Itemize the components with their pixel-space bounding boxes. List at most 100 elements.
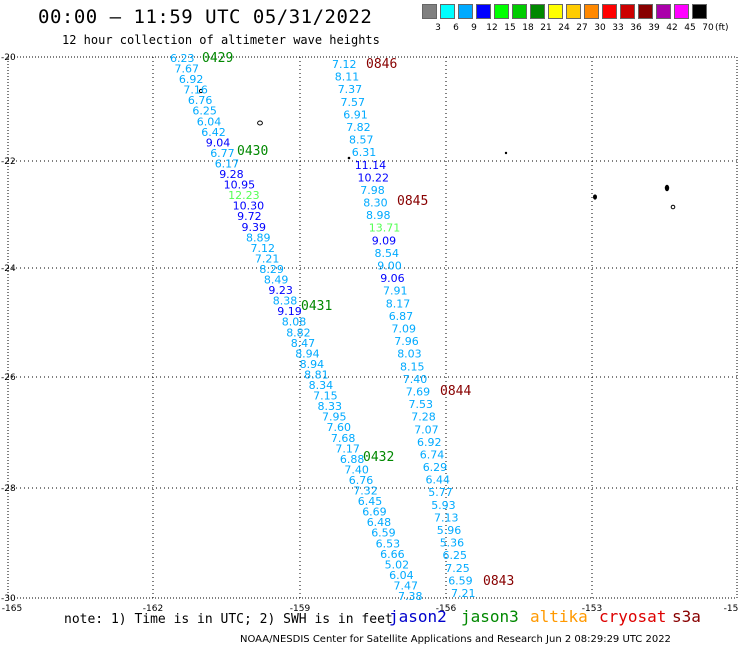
colorbar-swatch	[656, 4, 671, 19]
wave-height-value: 8.17	[386, 297, 411, 310]
footer-note: note: 1) Time is in UTC; 2) SWH is in fe…	[64, 612, 393, 627]
wave-height-value: 6.53	[376, 537, 401, 550]
wave-height-value: 6.17	[215, 158, 240, 171]
legend-cryosat: cryosat	[599, 607, 667, 626]
wave-height-value: 6.88	[340, 453, 365, 466]
colorbar-label: 39	[648, 23, 660, 33]
wave-height-value: 8.03	[397, 348, 422, 361]
pass-time-label: 0843	[483, 574, 514, 589]
wave-height-value: 6.29	[423, 461, 448, 474]
wave-height-value: 8.15	[400, 360, 425, 373]
wave-height-value: 8.98	[366, 209, 391, 222]
colorbar-swatch	[620, 4, 635, 19]
colorbar-swatch	[422, 4, 437, 19]
island-marker	[504, 151, 508, 155]
wave-height-value: 7.98	[360, 184, 385, 197]
wave-height-value: 13.71	[369, 222, 401, 235]
colorbar-label: 33	[612, 23, 624, 33]
wave-height-value: 6.92	[179, 73, 204, 86]
wave-height-value: 9.09	[372, 234, 397, 247]
wave-height-value: 8.94	[295, 347, 320, 360]
wave-height-value: 7.12	[251, 242, 276, 255]
wave-height-value: 6.91	[343, 108, 368, 121]
wave-height-value: 8.81	[304, 369, 329, 382]
wave-height-value: 7.09	[392, 323, 417, 336]
legend-altika: altika	[530, 607, 588, 626]
wave-height-value: 8.54	[375, 247, 400, 260]
pass-time-label: 0432	[363, 450, 394, 465]
wave-height-value: 7.82	[346, 121, 371, 134]
wave-height-value: 7.60	[327, 421, 352, 434]
colorbar-swatch	[692, 4, 707, 19]
colorbar-label: 3	[435, 23, 441, 33]
wave-height-value: 7.37	[338, 83, 363, 96]
wave-height-value: 7.28	[411, 411, 436, 424]
wave-height-value: 8.33	[318, 400, 343, 413]
wave-height-value: 7.91	[383, 285, 408, 298]
colorbar-label: 27	[576, 23, 588, 33]
wave-height-value: 8.47	[291, 337, 316, 350]
credit-line: NOAA/NESDIS Center for Satellite Applica…	[240, 634, 671, 645]
colorbar-label: 42	[666, 23, 678, 33]
longitude-label: -165	[2, 604, 22, 614]
wave-height-value: 7.53	[409, 398, 434, 411]
colorbar-label: 24	[558, 23, 570, 33]
wave-height-value: 7.38	[398, 590, 423, 603]
wave-height-value: 6.76	[188, 94, 213, 107]
colorbar-unit: (ft)	[715, 23, 729, 33]
wave-height-value: 7.67	[175, 63, 200, 76]
colorbar-swatch	[440, 4, 455, 19]
pass-time-label: 0844	[440, 384, 471, 399]
colorbar-swatch	[458, 4, 473, 19]
colorbar-label: 9	[471, 23, 477, 33]
colorbar-label: 45	[684, 23, 696, 33]
legend-s3a: s3a	[672, 607, 701, 626]
colorbar-label: 15	[504, 23, 516, 33]
wave-height-value: 6.69	[362, 506, 387, 519]
colorbar-swatch	[602, 4, 617, 19]
wave-height-value: 7.07	[414, 423, 439, 436]
island-marker	[664, 184, 670, 192]
colorbar-label: 12	[486, 23, 498, 33]
axis-labels: -165 -162 -159 -156 -153 -15 -20 -22 -24 -26 -28 -3…	[1, 53, 738, 614]
wave-height-value: 6.92	[417, 436, 442, 449]
graticule	[7, 56, 738, 599]
legend-jason2: jason2	[389, 607, 447, 626]
wave-height-value: 8.57	[349, 134, 374, 147]
island-marker	[347, 156, 351, 160]
colorbar-swatch	[584, 4, 599, 19]
wave-height-value: 9.00	[377, 260, 402, 273]
wave-height-value: 5.93	[431, 499, 456, 512]
wave-height-value: 6.59	[448, 574, 473, 587]
wave-height-value: 9.19	[277, 305, 302, 318]
colorbar-label: 30	[594, 23, 606, 33]
wave-height-value: 7.96	[394, 335, 419, 348]
wave-height-value: 8.94	[300, 358, 325, 371]
wave-height-value: 7.69	[406, 386, 431, 399]
wave-height-value: 7.21	[451, 587, 476, 600]
wave-height-value: 8.34	[309, 379, 334, 392]
wave-height-value: 8.49	[264, 274, 289, 287]
colorbar-label: 6	[453, 23, 459, 33]
colorbar-swatch	[476, 4, 491, 19]
wave-height-value: 8.89	[246, 231, 271, 244]
wave-height-value: 6.66	[380, 548, 405, 561]
pass-time-label: 0430	[237, 144, 268, 159]
wave-height-value: 8.11	[335, 71, 360, 84]
wave-height-value: 8.30	[363, 197, 388, 210]
longitude-label: -15	[724, 604, 739, 614]
wave-height-value: 5.02	[385, 558, 410, 571]
latitude-label: -26	[1, 373, 16, 383]
longitude-label: -159	[290, 604, 311, 614]
longitude-label: -156	[436, 604, 457, 614]
wave-height-value: 8.29	[259, 263, 284, 276]
island-marker	[670, 204, 676, 210]
wave-height-value: 7.16	[183, 84, 208, 97]
legend-jason3: jason3	[461, 607, 519, 626]
colorbar-label: 70	[702, 23, 714, 33]
islands	[198, 88, 676, 210]
wave-height-value: 7.47	[394, 580, 419, 593]
latitude-label: -20	[1, 53, 16, 63]
colorbar-swatch	[530, 4, 545, 19]
